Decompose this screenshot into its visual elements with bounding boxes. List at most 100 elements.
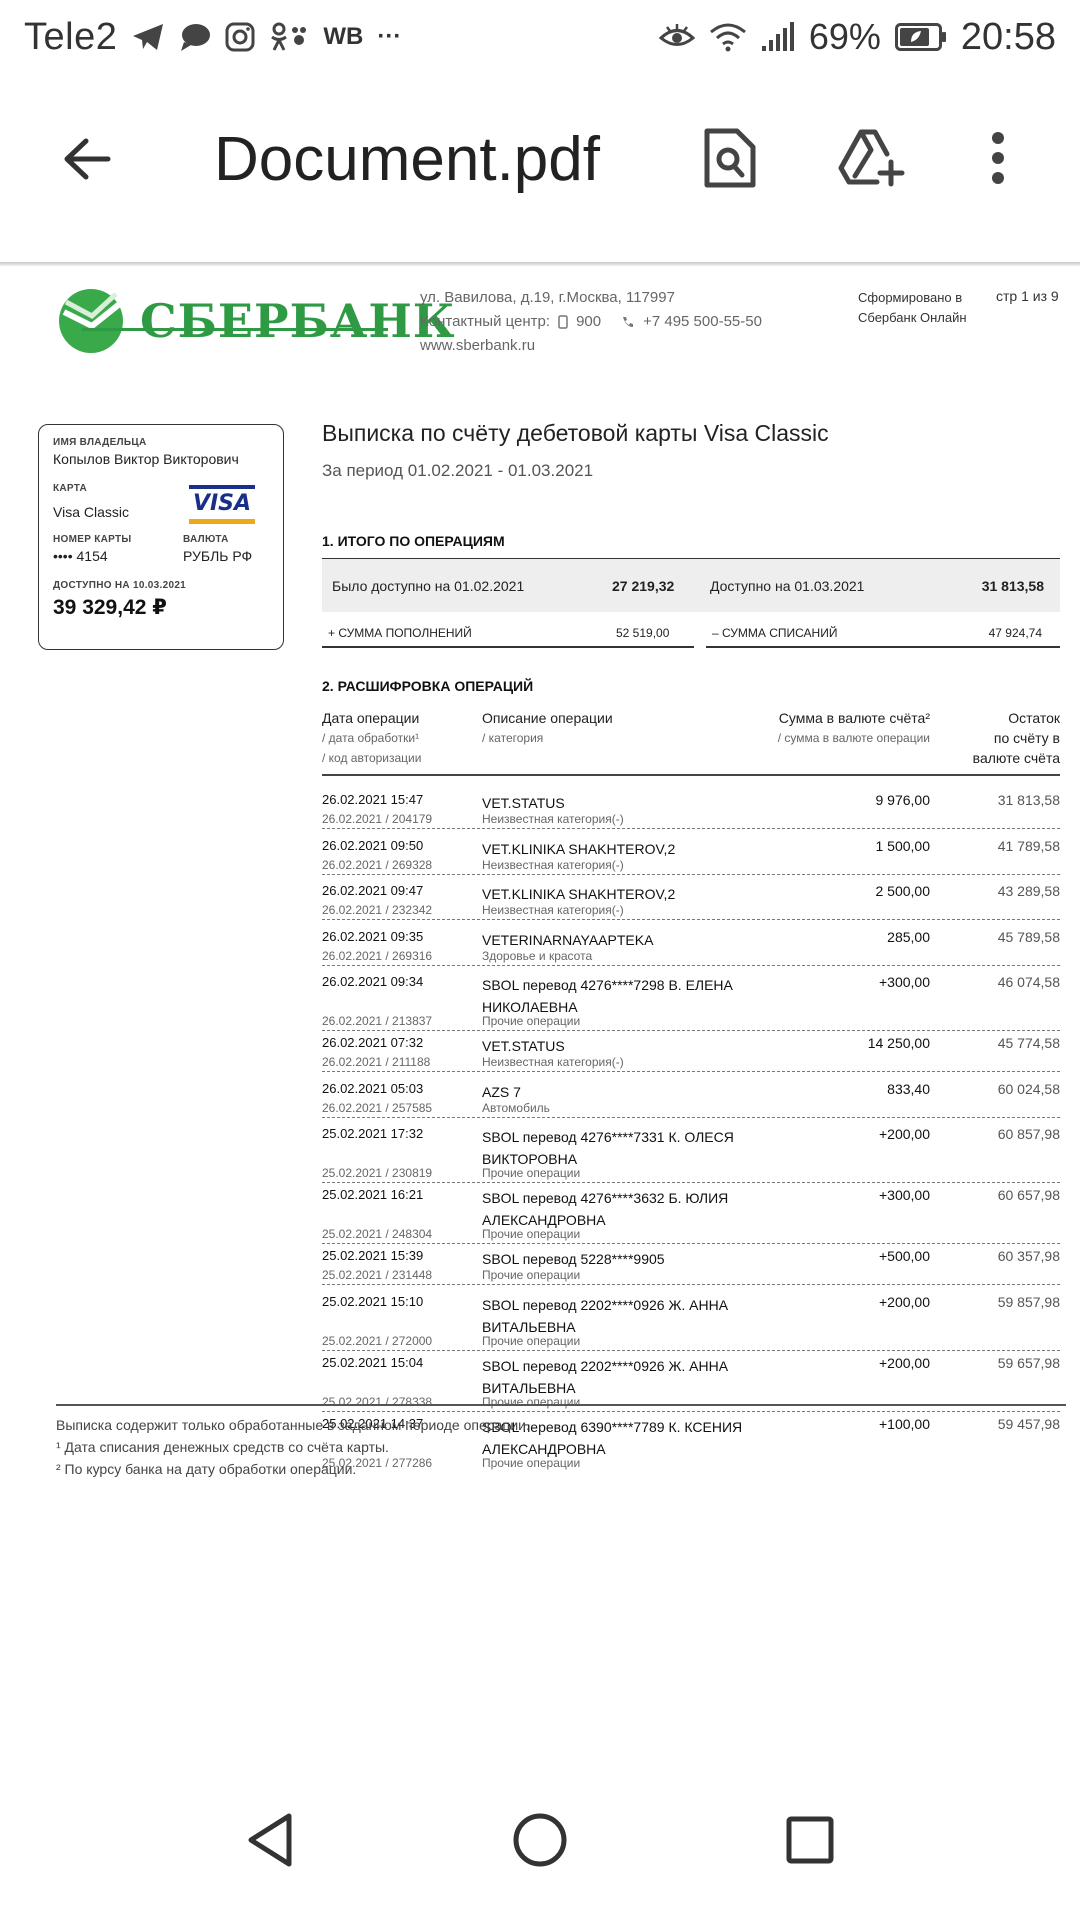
tx-date: 26.02.2021 09:35 [322,928,424,944]
tx-description: SBOL перевод 2202****0926 Ж. АННА ВИТАЛЬ… [482,1296,729,1335]
row-divider [322,1284,1060,1285]
tx-category: Неизвестная категория(-) [482,1055,624,1069]
start-balance-label: Было доступно на 01.02.2021 [332,577,525,594]
tx-category: Автомобиль [482,1100,550,1115]
col-date-sub2: / код авторизации [322,751,422,765]
row-divider [322,1030,1060,1031]
more-options-button[interactable] [958,118,1038,198]
tx-date: 25.02.2021 16:21 [322,1187,424,1202]
nav-home-button[interactable] [500,1800,580,1880]
tx-processing: 25.02.2021 / 248304 [322,1227,433,1241]
tx-category: Прочие операции [482,1166,581,1180]
row-divider [322,1182,1060,1183]
sberbank-logo: СБЕРБАНК [56,286,456,356]
tx-amount: 833,40 [887,1080,930,1097]
row-divider [322,1116,1060,1118]
tx-description: VET.KLINIKA SHAKHTEROV,2 [482,886,676,902]
tx-processing: 26.02.2021 / 269328 [322,857,433,872]
tx-amount: 1 500,00 [875,837,931,854]
card-label: КАРТА [53,483,88,494]
nav-home-icon [513,1813,567,1867]
tx-amount: +300,00 [879,1187,930,1203]
nav-recents-button[interactable] [770,1800,850,1880]
mobile-phone-icon [558,315,568,329]
card-type: Visa Classic [53,504,129,520]
tx-amount: 2 500,00 [875,883,931,899]
formed-in-note: Сформировано в Сбербанк Онлайн [858,288,978,328]
footnote-divider [56,1404,1066,1406]
back-button[interactable] [52,124,122,194]
bank-contact-info: ул. Вавилова, д.19, г.Москва, 117997 Кон… [420,286,762,358]
currency-value: РУБЛЬ РФ [183,548,253,564]
nav-back-icon [248,1813,292,1867]
tx-date: 25.02.2021 17:32 [322,1126,424,1141]
formed-line-1: Сформировано в [858,290,963,305]
pdf-page[interactable]: СБЕРБАНК ул. Вавилова, д.19, г.Москва, 1… [0,266,1080,1746]
save-to-drive-button[interactable] [832,118,912,198]
tx-balance: 46 074,58 [997,974,1060,990]
tx-description: SBOL перевод 6390****7789 К. КСЕНИЯ АЛЕК… [482,1418,743,1457]
tx-description: SBOL перевод 4276****7298 В. ЕЛЕНА НИКОЛ… [482,977,733,1015]
bank-address: ул. Вавилова, д.19, г.Москва, 117997 [420,289,675,306]
col-desc-sub: / категория [482,731,544,745]
row-divider [322,1349,1060,1351]
col-balance-line3: валюте счёта [972,750,1060,766]
app-bar: Document.pdf [0,74,1080,264]
tx-date: 26.02.2021 07:32 [322,1035,424,1050]
tx-date: 26.02.2021 09:34 [322,974,424,989]
col-date-sub1: / дата обработки¹ [322,731,420,745]
tx-amount: 9 976,00 [875,792,931,808]
owner-label: ИМЯ ВЛАДЕЛЬЦА [53,437,147,448]
tx-processing: 26.02.2021 / 269316 [322,948,433,963]
tx-description: SBOL перевод 4276****3632 Б. ЮЛИЯ АЛЕКСА… [482,1190,729,1228]
short-phone: 900 [576,313,602,330]
phone-number: +7 495 500-55-50 [643,313,762,330]
instagram-icon [225,17,255,57]
tx-date: 26.02.2021 09:50 [322,837,424,853]
start-balance-value: 27 219,32 [612,577,675,594]
tx-description: VET.STATUS [482,795,565,811]
tx-date: 26.02.2021 15:47 [322,792,424,807]
search-document-icon [704,128,756,188]
tx-category: Прочие операции [482,1014,581,1028]
tx-processing: 25.02.2021 / 231448 [322,1268,433,1282]
statement-body: Выписка по счёту дебетовой карты Visa Cl… [322,420,1060,1470]
tx-description: SBOL перевод 4276****7331 К. ОЛЕСЯ ВИКТО… [482,1129,734,1167]
available-balance: 39 329,42 ₽ [53,596,167,619]
tx-balance: 60 024,58 [997,1080,1060,1097]
tx-category: Неизвестная категория(-) [482,857,624,872]
tx-date: 25.02.2021 15:04 [322,1354,424,1370]
tx-amount: 285,00 [887,928,930,945]
tx-amount: +200,00 [879,1126,930,1142]
battery-icon [894,17,947,57]
card-number: •••• 4154 [53,548,108,564]
signal-icon [761,17,795,57]
tx-category: Неизвестная категория(-) [482,903,624,917]
row-divider [322,1071,1060,1072]
section-totals-heading: 1. ИТОГО ПО ОПЕРАЦИЯМ [322,533,505,549]
statement-period: За период 01.02.2021 - 01.03.2021 [322,461,594,480]
row-divider [322,964,1060,966]
drive-add-icon [838,129,905,187]
tx-amount: +300,00 [879,974,930,990]
col-balance-line1: Остаток [1008,710,1060,726]
search-in-document-button[interactable] [690,118,770,198]
tx-description: AZS 7 [482,1083,521,1100]
page-number: стр 1 из 9 [996,288,1059,304]
owner-name: Копылов Виктор Викторович [53,451,239,467]
footnote-1: ¹ Дата списания денежных средств со счёт… [56,1439,389,1455]
tx-category: Неизвестная категория(-) [482,812,624,826]
visa-logo-text: VISA [192,491,252,516]
section-operations-heading: 2. РАСШИФРОВКА ОПЕРАЦИЙ [322,678,534,694]
tx-date: 26.02.2021 09:47 [322,883,424,898]
col-header-balance: Остаток по счёту в валюте счёта [973,708,1060,768]
footnote-0: Выписка содержит только обработанные в з… [56,1417,530,1433]
tx-balance: 59 457,98 [997,1415,1060,1432]
tx-description: SBOL перевод 2202****0926 Ж. АННА ВИТАЛЬ… [482,1357,729,1396]
nav-back-button[interactable] [230,1800,310,1880]
tx-balance: 59 657,98 [997,1354,1060,1371]
more-vert-icon [992,132,1004,184]
carrier-name: Tele2 [24,15,118,58]
currency-label: ВАЛЮТА [183,534,229,545]
available-label: ДОСТУПНО НА 10.03.2021 [53,580,187,591]
